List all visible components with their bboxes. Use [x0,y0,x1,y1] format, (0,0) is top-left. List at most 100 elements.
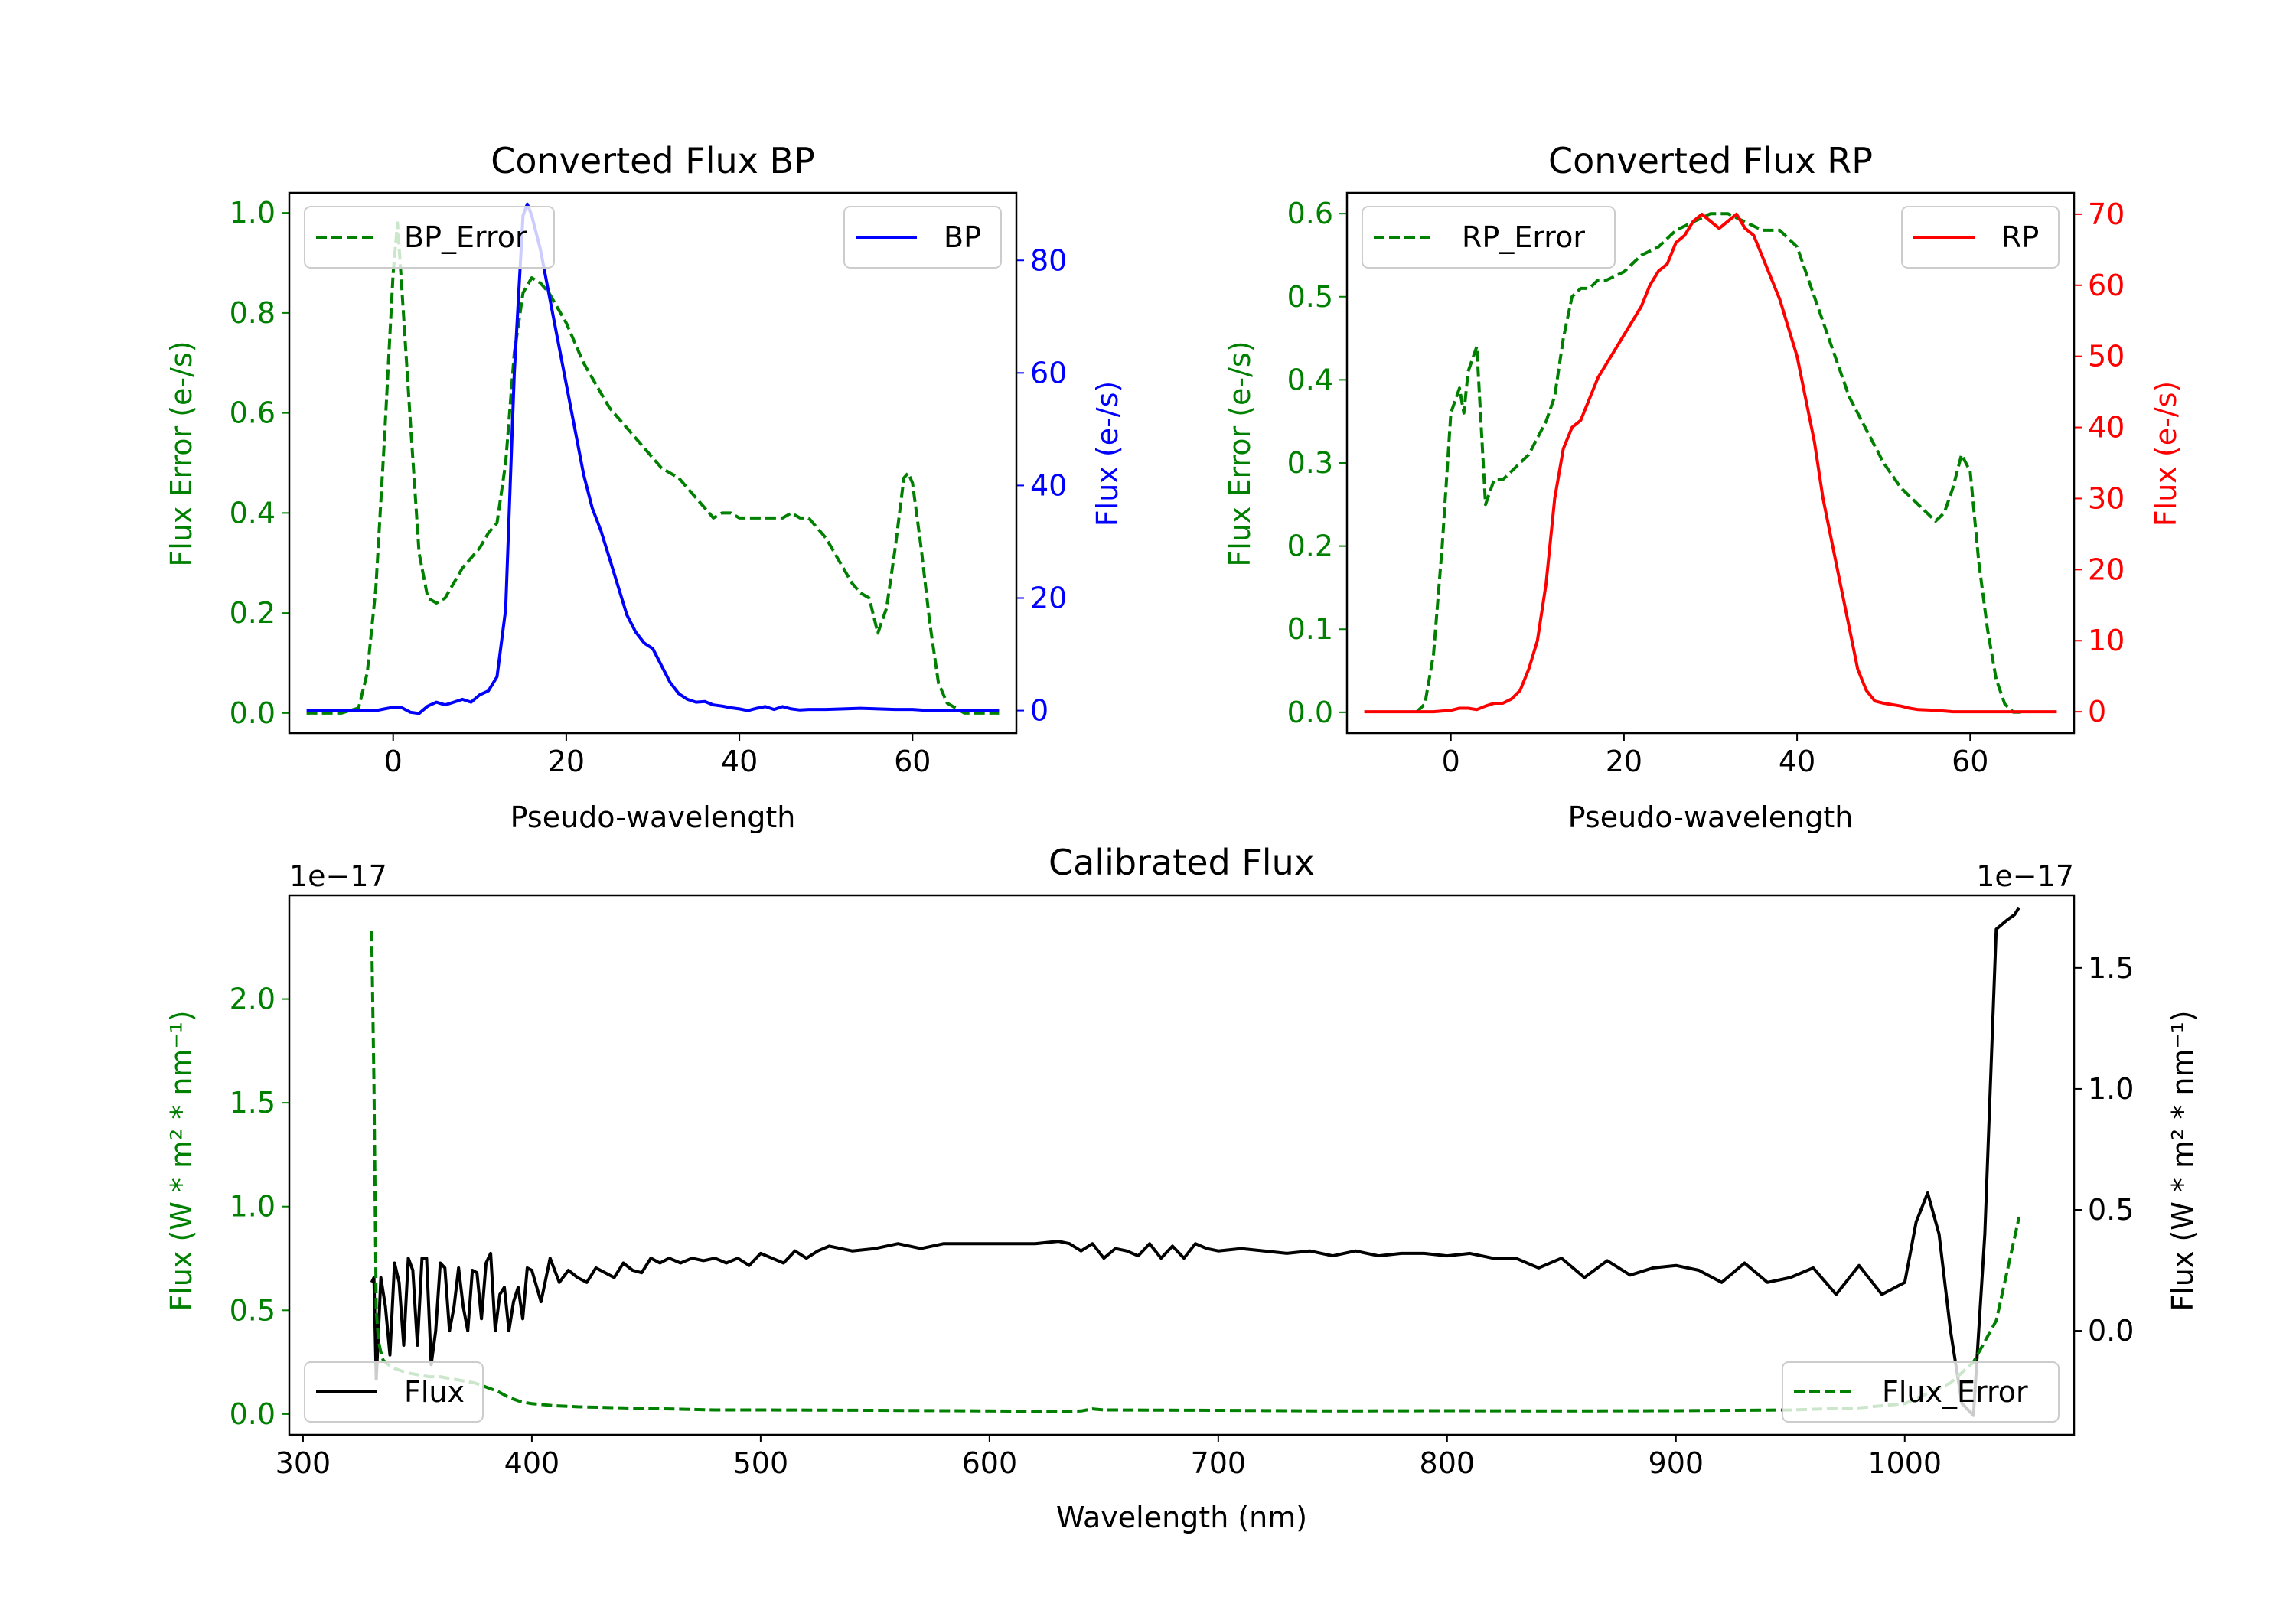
calibrated-x-tick-label: 900 [1649,1446,1704,1480]
calibrated-legend-left: Flux [304,1361,484,1423]
rp-error-legend-label: RP_Error [1462,220,1585,254]
bp-left-tick-label: 1.0 [230,196,276,230]
bp-right-tick-label: 80 [1030,243,1067,277]
bp-right-tick-label: 60 [1030,356,1067,390]
calibrated-x-tick-label: 1000 [1867,1446,1942,1480]
bp-legend-left: BP_Error [304,206,555,269]
calibrated-legend-right: Flux_Error [1782,1361,2060,1423]
bp-bp-line [306,202,1000,715]
bp-left-tick-label: 0.6 [230,396,276,430]
calibrated-left-tick-label: 1.5 [230,1086,276,1120]
rp-rp-line [1364,212,2057,714]
calibrated-x-tick-label: 400 [504,1446,560,1480]
bp-bp-error-line [306,221,1000,715]
bp-left-axis-label: Flux Error (e-/s) [165,341,198,566]
bp-x-tick-label: 20 [548,745,585,778]
rp-legend-left-box [1362,206,1616,269]
rp-x-tick-label: 60 [1952,745,1988,778]
rp-legend-left: RP_Error [1362,206,1616,269]
rp-x-ticks: 0 20 40 60 [1442,733,1988,778]
calibrated-x-tick-label: 700 [1191,1446,1247,1480]
calibrated-left-tick-label: 1.0 [230,1190,276,1224]
bp-x-tick-label: 60 [894,745,931,778]
calibrated-x-tick-label: 600 [962,1446,1018,1480]
rp-left-tick-label: 0.6 [1287,197,1333,230]
calibrated-x-tick-label: 300 [276,1446,331,1480]
rp-x-axis-label: Pseudo-wavelength [1568,800,1854,834]
bp-x-axis-label: Pseudo-wavelength [510,800,796,834]
bp-left-tick-label: 0.8 [230,296,276,330]
bp-chart: Converted Flux BP Pseudo-wavelength Flux… [165,140,1124,834]
rp-rp-error-line [1415,212,2023,714]
rp-left-tick-label: 0.4 [1287,363,1333,396]
flux-legend-label: Flux [404,1375,465,1409]
bp-left-ticks: 0.0 0.2 0.4 0.6 0.8 1.0 [230,196,289,730]
calibrated-right-axis-label: Flux (W * m² * nm⁻¹) [2166,1010,2200,1311]
bp-legend-right-box [843,206,1002,269]
rp-x-tick-label: 20 [1606,745,1642,778]
calibrated-left-tick-label: 0.0 [230,1397,276,1431]
rp-right-tick-label: 30 [2088,481,2125,515]
bp-chart-title: Converted Flux BP [491,140,815,181]
bp-left-tick-label: 0.2 [230,596,276,630]
rp-left-ticks: 0.0 0.1 0.2 0.3 0.4 0.5 0.6 [1287,197,1347,729]
rp-chart-title: Converted Flux RP [1548,140,1873,181]
calibrated-left-offset-text: 1e−17 [289,859,387,893]
rp-right-tick-label: 50 [2088,340,2125,373]
calibrated-right-tick-label: 0.5 [2088,1193,2134,1227]
calibrated-right-tick-label: 1.5 [2088,951,2134,985]
calibrated-x-tick-label: 500 [733,1446,789,1480]
rp-left-axis-label: Flux Error (e-/s) [1223,341,1257,566]
flux-error-legend-label: Flux_Error [1882,1375,2028,1409]
rp-plot-frame [1345,191,2076,735]
rp-right-tick-label: 60 [2088,269,2125,302]
rp-series [1364,212,2057,714]
rp-legend-right: RP [1901,206,2060,269]
rp-legend-right-box [1901,206,2060,269]
rp-legend-label: RP [2001,220,2039,254]
rp-left-tick-label: 0.3 [1287,446,1333,480]
calibrated-right-tick-label: 1.0 [2088,1072,2134,1106]
calibrated-left-tick-label: 0.5 [230,1293,276,1327]
bp-series [306,202,1000,715]
bp-left-tick-label: 0.0 [230,696,276,730]
bp-right-tick-label: 20 [1030,582,1067,615]
rp-right-tick-label: 10 [2088,624,2125,657]
rp-x-tick-label: 40 [1779,745,1815,778]
bp-legend-right: BP [843,206,1002,269]
rp-right-tick-label: 20 [2088,553,2125,586]
rp-left-tick-label: 0.5 [1287,280,1333,314]
bp-right-tick-label: 0 [1030,694,1049,728]
calibrated-flux-line [370,906,2020,1417]
bp-error-legend-label: BP_Error [404,220,527,254]
bp-left-tick-label: 0.4 [230,496,276,530]
calibrated-legend-left-box [304,1361,484,1423]
rp-right-ticks: 0 10 20 30 40 50 60 70 [2074,197,2125,729]
bp-x-ticks: 0 20 40 60 [384,733,931,778]
calibrated-plot-frame [288,894,2076,1436]
calibrated-x-tick-label: 800 [1420,1446,1476,1480]
bp-x-tick-label: 40 [721,745,758,778]
rp-left-tick-label: 0.0 [1287,696,1333,729]
rp-x-tick-label: 0 [1442,745,1460,778]
bp-x-tick-label: 0 [384,745,403,778]
calibrated-right-offset-text: 1e−17 [1976,859,2074,893]
rp-right-tick-label: 40 [2088,411,2125,445]
rp-left-tick-label: 0.1 [1287,612,1333,646]
bp-right-tick-label: 40 [1030,468,1067,502]
rp-left-tick-label: 0.2 [1287,530,1333,563]
rp-chart: Converted Flux RP Pseudo-wavelength Flux… [1223,140,2183,834]
calibrated-x-axis-label: Wavelength (nm) [1056,1501,1307,1534]
calibrated-chart: Calibrated Flux Wavelength (nm) 1e−17 1e… [165,842,2200,1534]
rp-right-axis-label: Flux (e-/s) [2149,381,2183,526]
bp-plot-frame [288,191,1018,735]
rp-right-tick-label: 70 [2088,197,2125,231]
bp-right-ticks: 0 20 40 60 80 [1016,243,1067,728]
rp-right-tick-label: 0 [2088,695,2106,729]
calibrated-right-tick-label: 0.0 [2088,1314,2134,1348]
calibrated-x-ticks: 300 400 500 600 700 800 900 1000 [276,1435,1942,1480]
calibrated-chart-title: Calibrated Flux [1049,842,1315,883]
calibrated-right-ticks: 0.0 0.5 1.0 1.5 [2074,951,2134,1348]
calibrated-left-axis-label: Flux (W * m² * nm⁻¹) [165,1010,198,1311]
